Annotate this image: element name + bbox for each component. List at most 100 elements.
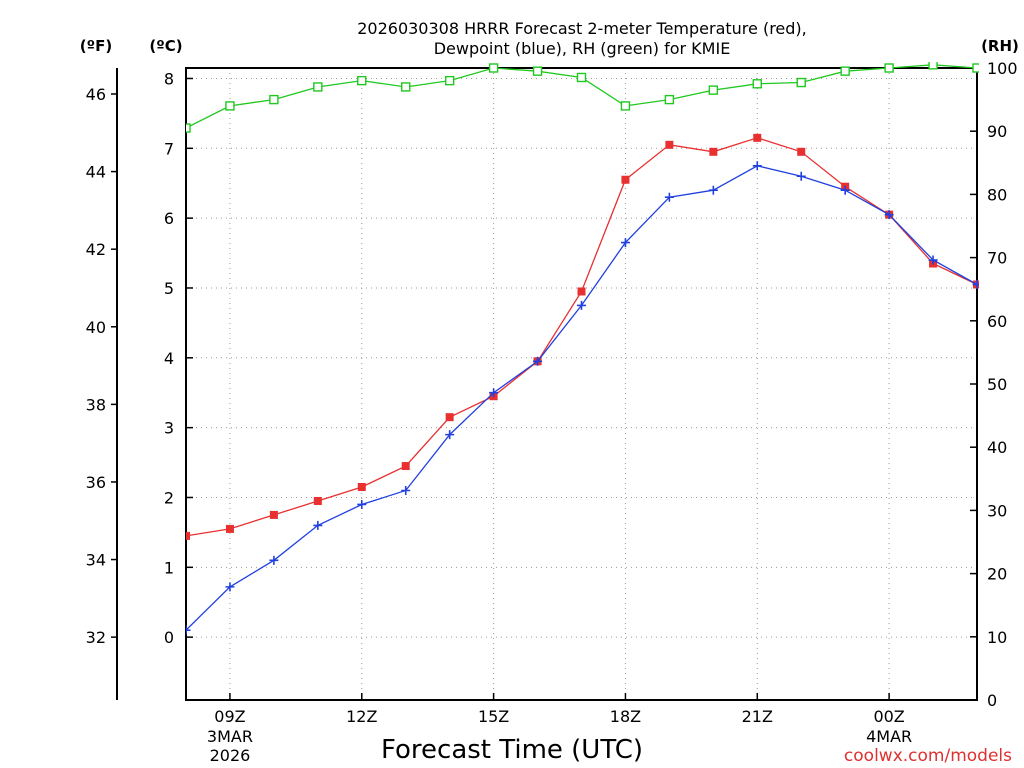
dewpoint-line [186,165,978,631]
rh-tick-label: 90 [987,122,1007,141]
rh-point [708,85,719,95]
x-tick-label: 15Z [478,707,509,726]
temperature-point [577,287,586,296]
temperature-point [797,147,806,156]
unit-label-celsius: (ºC) [149,37,182,55]
dewpoint-point [225,582,235,592]
fahrenheit-tick-label: 32 [86,628,106,647]
data-series [186,62,979,635]
rh-tick-label: 60 [987,312,1007,331]
temperature-point [186,531,190,540]
temperature-point [357,483,366,492]
rh-point [972,63,979,73]
x-tick-label: 00Z [873,707,904,726]
dewpoint-point [708,185,718,195]
rh-tick-label: 80 [987,185,1007,204]
fahrenheit-tick-label: 42 [86,240,106,259]
rh-point [928,62,938,70]
rh-point [796,77,806,88]
celsius-tick-label: 2 [164,488,174,507]
grid-lines [186,68,977,700]
celsius-tick-label: 0 [164,628,174,647]
rh-point [488,63,499,73]
unit-label-fahrenheit: (ºF) [80,37,112,55]
rh-point [532,66,543,76]
rh-point [401,82,411,92]
celsius-tick-label: 7 [164,139,174,158]
dewpoint-point [752,161,762,171]
temperature-point [753,133,762,142]
rh-point [269,94,279,105]
temperature-point [445,413,454,422]
rh-point [576,72,587,83]
plot-frame [185,67,978,701]
dewpoint-point [664,192,674,202]
dewpoint-point [401,485,411,495]
rh-point [664,94,675,105]
rh-point [313,82,323,92]
celsius-tick-label: 3 [164,419,174,438]
x-tick-label: 12Z [346,707,377,726]
rh-tick-label: 70 [987,249,1007,268]
temperature-point [709,147,718,156]
fahrenheit-tick-label: 40 [86,318,106,337]
x-tick-label: 09Z [214,707,245,726]
rh-tick-label: 0 [987,691,997,710]
rh-tick-label: 20 [987,565,1007,584]
rh-point [620,101,631,111]
dewpoint-point [533,356,543,366]
fahrenheit-tick-label: 46 [86,85,106,104]
rh-point [225,101,235,111]
series-dewpoint [186,161,979,635]
celsius-tick-label: 1 [164,558,174,577]
series-rh [186,62,979,133]
dewpoint-point [620,238,630,248]
dewpoint-point [577,300,586,310]
x-tick-label: 21Z [742,707,773,726]
fahrenheit-tick-label: 44 [86,163,106,182]
celsius-tick-label: 6 [164,209,174,228]
chart-title-line1: 2026030308 HRRR Forecast 2-meter Tempera… [357,19,807,38]
temperature-point [225,524,234,533]
temperature-point [313,496,322,505]
rh-point [357,75,367,86]
dewpoint-point [357,499,367,509]
temperature-point [621,175,630,184]
fahrenheit-tick-label: 38 [86,395,106,414]
dewpoint-point [313,520,323,530]
dewpoint-point [489,388,499,398]
chart-title-line2: Dewpoint (blue), RH (green) for KMIE [434,39,731,58]
dewpoint-point [928,255,938,265]
unit-label-rh: (RH) [981,37,1019,55]
x-date-label: 3MAR [207,727,253,746]
celsius-tick-label: 8 [164,69,174,88]
dewpoint-point [445,430,455,440]
dewpoint-point [269,555,279,565]
x-date-label: 4MAR [866,727,912,746]
fahrenheit-tick-label: 34 [86,551,106,570]
temperature-point [665,140,674,149]
dewpoint-point [884,210,894,220]
x-year-label: 2026 [210,746,251,765]
dewpoint-point [840,185,850,195]
dewpoint-point [972,279,979,289]
rh-point [186,123,191,133]
rh-point [444,75,455,86]
rh-tick-label: 30 [987,501,1007,520]
rh-point [884,63,894,73]
celsius-tick-label: 4 [164,349,174,368]
temperature-point [401,462,410,471]
x-axis-label: Forecast Time (UTC) [381,735,643,765]
dewpoint-point [796,171,806,181]
axes: 0123456783234363840424446010203040506070… [86,59,1018,765]
dewpoint-point [186,625,191,635]
rh-point [752,79,762,89]
rh-point [840,66,850,76]
rh-tick-label: 50 [987,375,1007,394]
rh-tick-label: 40 [987,438,1007,457]
watermark-text: coolwx.com/models [844,746,1012,766]
rh-tick-label: 100 [987,59,1018,78]
series-temperature [186,133,979,540]
x-tick-label: 18Z [610,707,641,726]
